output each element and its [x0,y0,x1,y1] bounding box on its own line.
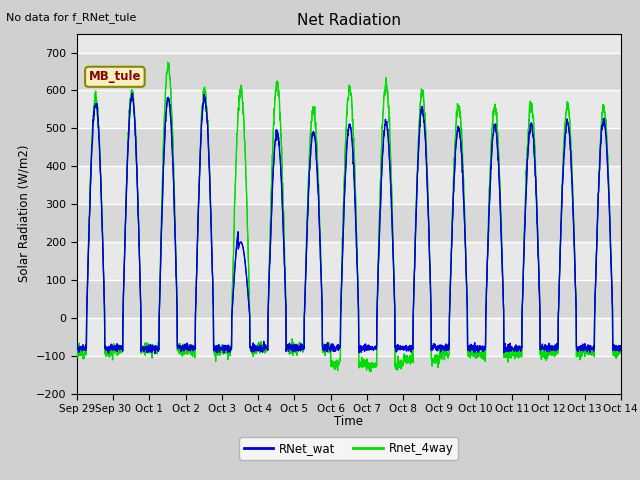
Text: MB_tule: MB_tule [88,70,141,84]
X-axis label: Time: Time [334,415,364,429]
Bar [77,242,621,280]
Bar [77,90,621,128]
Bar [77,356,621,394]
Y-axis label: Solar Radiation (W/m2): Solar Radiation (W/m2) [17,145,30,282]
Bar [77,280,621,318]
Bar [77,52,621,90]
Bar [77,318,621,356]
Text: No data for f_RNet_tule: No data for f_RNet_tule [6,12,137,23]
Bar [77,128,621,166]
Title: Net Radiation: Net Radiation [297,13,401,28]
Bar [77,204,621,242]
Bar [77,166,621,204]
Legend: RNet_wat, Rnet_4way: RNet_wat, Rnet_4way [239,437,458,460]
